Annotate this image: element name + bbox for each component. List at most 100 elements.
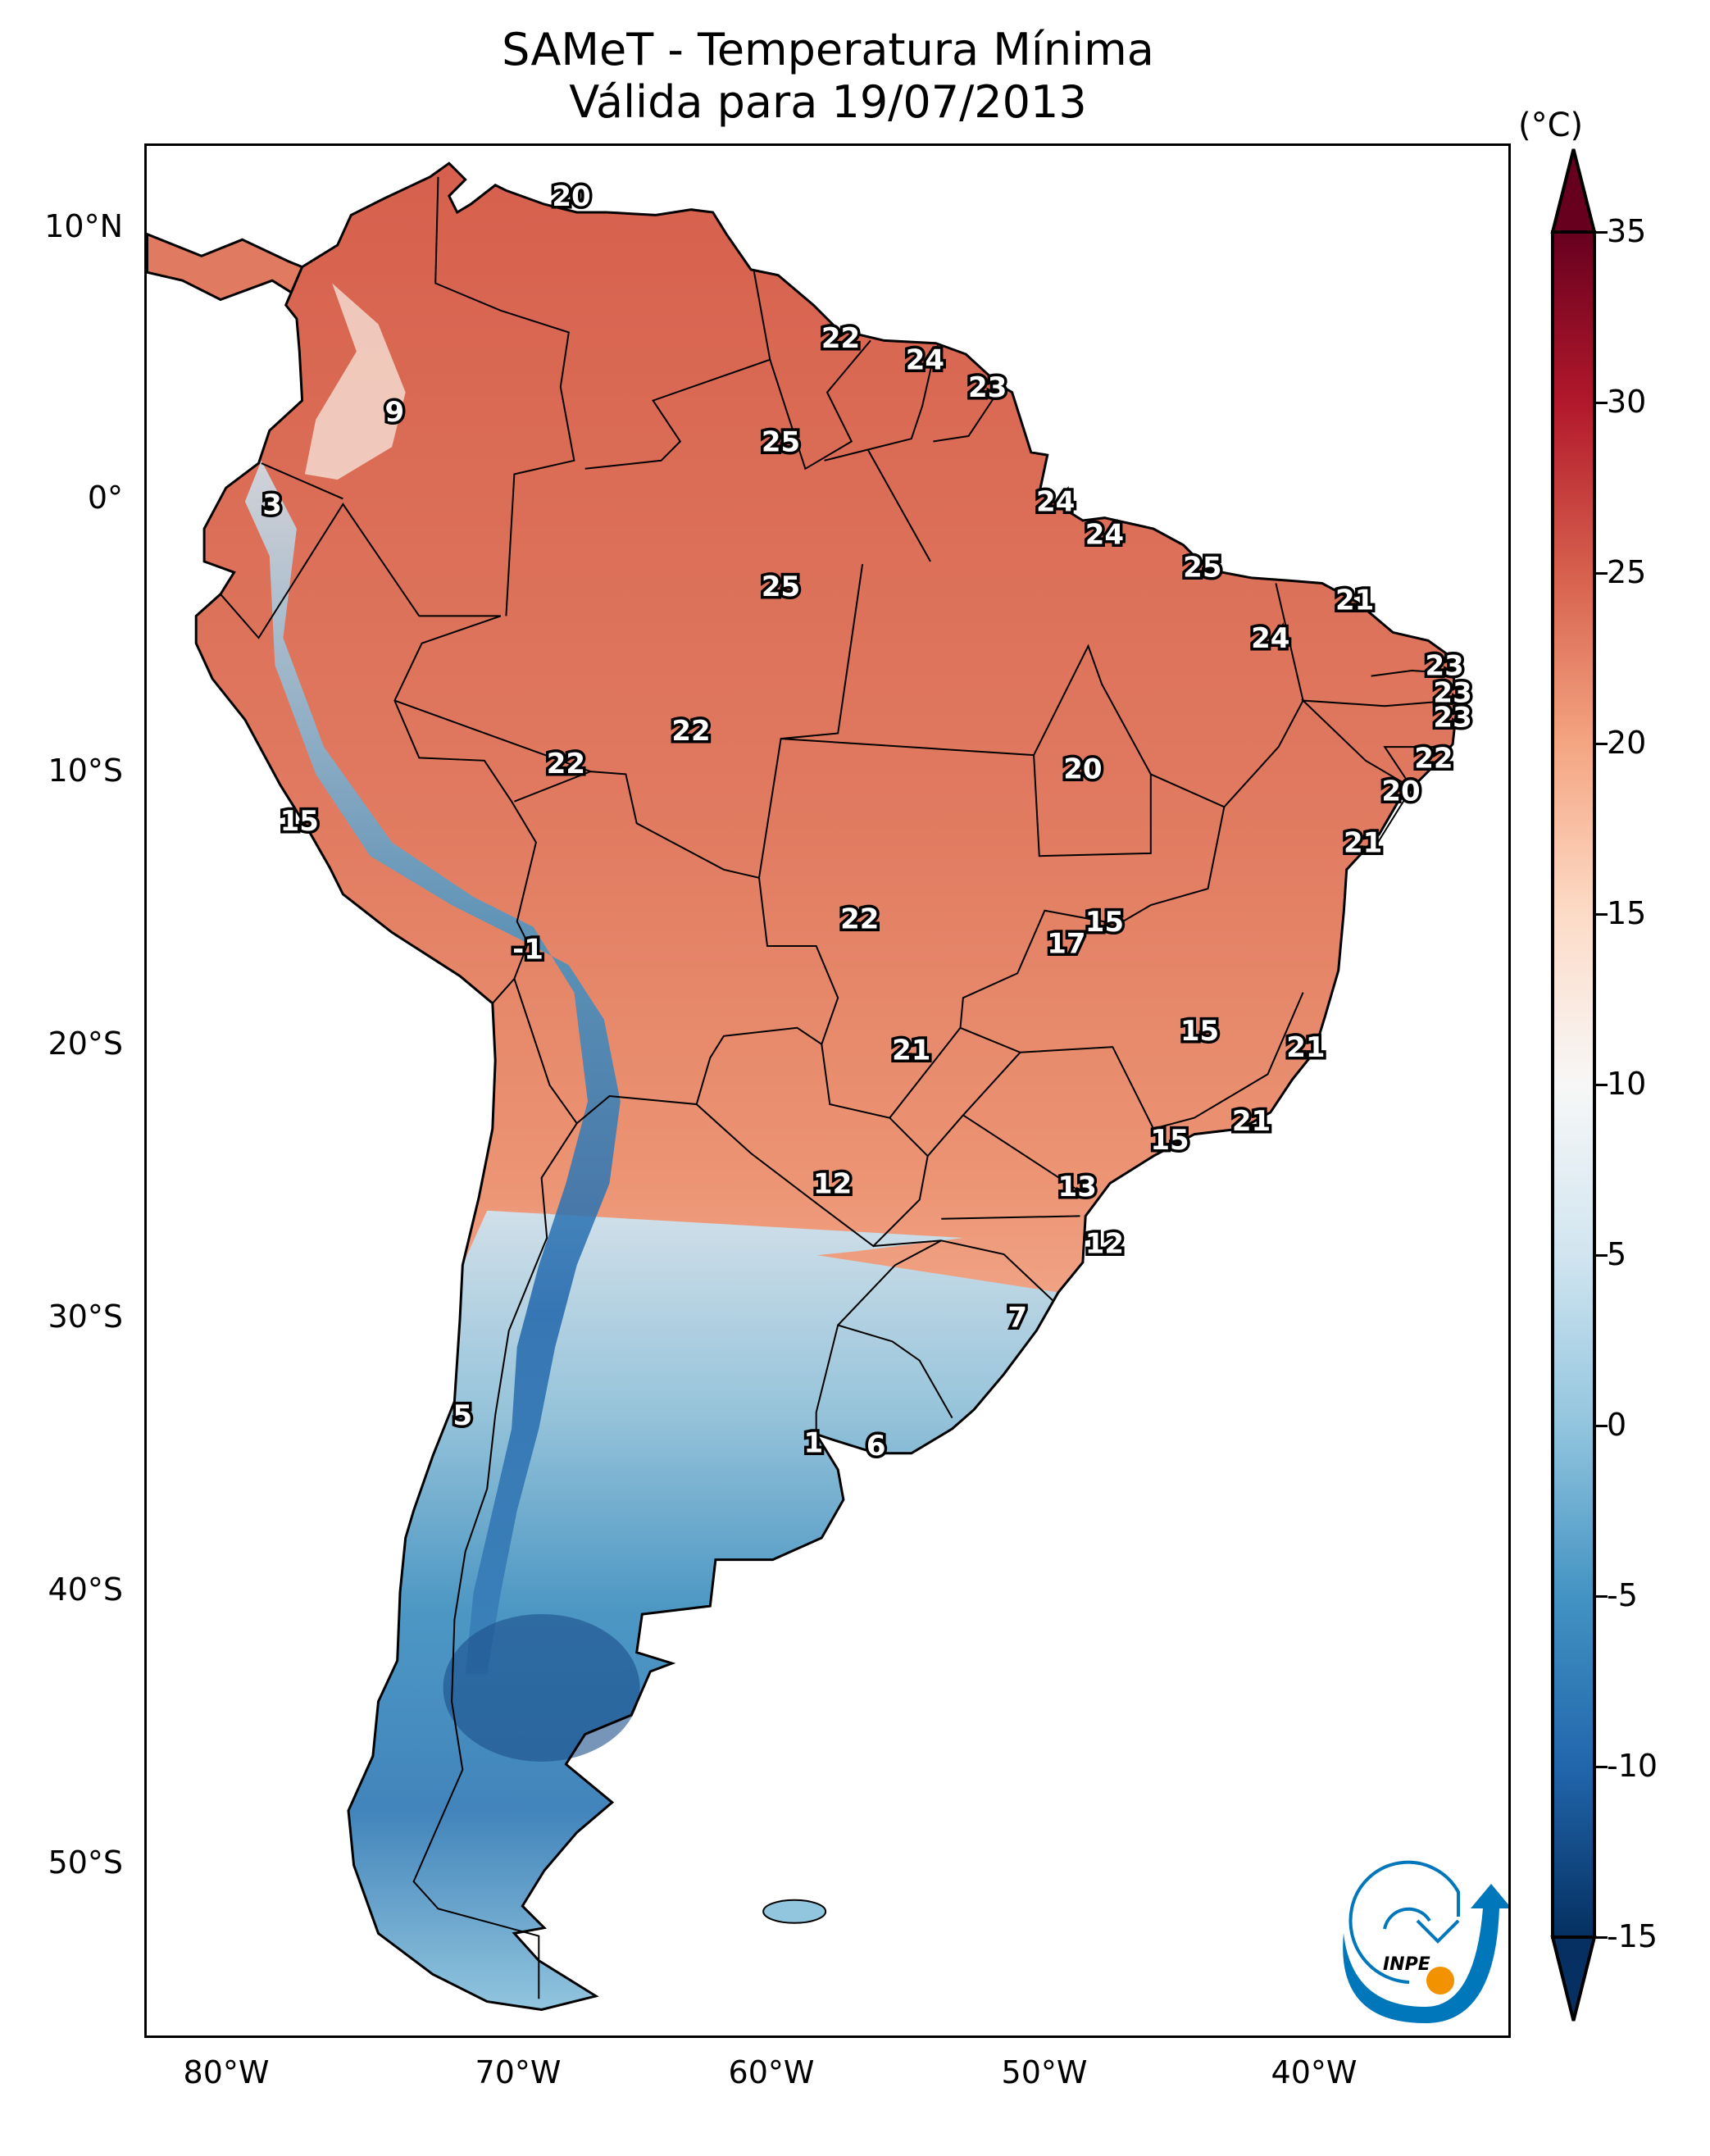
temperature-label: 15 <box>280 805 319 838</box>
colorbar-tick-label: 15 <box>1607 895 1647 931</box>
temperature-label: 17 <box>1047 928 1085 961</box>
temperature-label: 15 <box>1085 906 1124 939</box>
logo-arrow-down <box>1416 1919 1460 1944</box>
border-line <box>780 738 1035 757</box>
colorbar-tick-label: 10 <box>1607 1066 1647 1102</box>
colorbar-extend-min <box>1550 1935 1597 2022</box>
colorbar-tick <box>1594 402 1608 404</box>
colorbar-tick-label: 25 <box>1607 554 1647 590</box>
border-line <box>1371 669 1453 677</box>
logo-text: INPE <box>1383 1954 1430 1975</box>
continent-layer <box>147 161 1460 2012</box>
country-borders <box>220 176 1453 1999</box>
temperature-label: 12 <box>1085 1228 1124 1261</box>
border-line <box>758 564 864 878</box>
logo-arrow-up <box>1343 1884 1508 2023</box>
border-line <box>434 176 575 616</box>
temperature-label: 20 <box>552 180 590 213</box>
border-line <box>1150 583 1304 808</box>
lat-tick-label: 30°S <box>48 1299 123 1335</box>
colorbar-tick <box>1594 1595 1608 1598</box>
temperature-label: 22 <box>821 322 860 355</box>
temperature-label: 15 <box>1180 1015 1219 1048</box>
temperature-label: 21 <box>1286 1031 1325 1064</box>
temperature-label: 22 <box>547 748 585 780</box>
border-line <box>220 503 421 639</box>
border-line <box>584 269 771 470</box>
logo-swirl-inner <box>1383 1907 1431 1930</box>
temperature-label: 5 <box>453 1399 473 1432</box>
temperature-label: 15 <box>1150 1124 1189 1157</box>
border-line <box>866 449 931 562</box>
border-line <box>1383 746 1445 789</box>
temperature-label: 7 <box>1007 1301 1027 1334</box>
colorbar-tick <box>1594 743 1608 745</box>
lat-tick-label: 20°S <box>48 1026 123 1062</box>
temperature-label: 12 <box>813 1167 852 1200</box>
lat-tick-label: 10°N <box>44 208 123 244</box>
colorbar-extend-max <box>1550 148 1597 234</box>
colorbar-tick-label: -5 <box>1607 1577 1638 1613</box>
colorbar-tick-label: 0 <box>1607 1407 1627 1443</box>
falkland-islands <box>762 1899 827 1924</box>
colorbar-tick-label: -15 <box>1607 1918 1658 1954</box>
colorbar <box>1550 148 1597 2022</box>
lat-tick-label: 40°S <box>48 1572 123 1608</box>
lon-tick-label: 50°W <box>1001 2054 1088 2090</box>
colorbar-tick-label: -10 <box>1607 1748 1658 1784</box>
colorbar-body <box>1551 230 1596 1939</box>
border-line <box>837 1239 942 1326</box>
colorbar-tick <box>1594 1084 1608 1086</box>
inpe-logo: INPE <box>1343 1860 1508 2023</box>
patagonia-cold-spot <box>443 1613 640 1762</box>
temperature-label: 24 <box>906 344 944 377</box>
temperature-label: 24 <box>1036 486 1075 519</box>
border-line <box>696 1044 929 1248</box>
border-line <box>941 1215 1080 1220</box>
logo-sun <box>1426 1967 1454 1995</box>
border-line <box>412 1122 578 1999</box>
lat-tick-label: 0° <box>87 480 123 516</box>
border-line <box>492 978 516 1004</box>
border-line <box>889 1027 962 1119</box>
temperature-label: -1 <box>512 933 543 966</box>
temperature-label: 20 <box>1063 753 1102 786</box>
temperature-label: 21 <box>1335 584 1374 616</box>
temperature-label: 3 <box>262 489 282 521</box>
lon-tick-label: 60°W <box>728 2054 815 2090</box>
lon-tick-label: 70°W <box>475 2054 562 2090</box>
lon-tick-label: 40°W <box>1271 2054 1358 2090</box>
colombia-andes-band <box>304 283 406 480</box>
colorbar-tick <box>1594 913 1608 916</box>
border-line <box>941 1239 1054 1302</box>
temperature-label: 25 <box>1183 552 1221 584</box>
colorbar-tick <box>1594 1936 1608 1939</box>
colorbar-tick-label: 35 <box>1607 213 1647 249</box>
border-line <box>824 345 937 462</box>
colorbar-tick <box>1594 1766 1608 1768</box>
temperature-label: 25 <box>762 426 800 459</box>
colorbar-tick <box>1594 572 1608 575</box>
temperature-label: 1 <box>804 1427 824 1460</box>
border-line <box>933 386 1003 443</box>
temperature-label: 21 <box>892 1034 930 1067</box>
border-line <box>962 1114 1081 1193</box>
andes-cold-band <box>244 460 621 1675</box>
border-line <box>394 699 591 773</box>
colorbar-tick-label: 20 <box>1607 725 1647 761</box>
temperature-label: 13 <box>1058 1171 1097 1203</box>
continent-fill-south <box>348 1210 1058 2010</box>
central-america <box>147 232 304 302</box>
lat-tick-label: 10°S <box>48 753 123 789</box>
border-line <box>959 807 1304 1130</box>
colorbar-unit-label: (°C) <box>1518 107 1584 144</box>
lat-tick-label: 50°S <box>48 1844 123 1881</box>
border-line <box>815 1324 953 1435</box>
colorbar-tick <box>1594 1425 1608 1427</box>
border-line <box>769 339 871 471</box>
colorbar-tick-label: 5 <box>1607 1236 1627 1272</box>
temperature-label: 6 <box>866 1430 886 1462</box>
temperature-label: 23 <box>968 371 1007 404</box>
